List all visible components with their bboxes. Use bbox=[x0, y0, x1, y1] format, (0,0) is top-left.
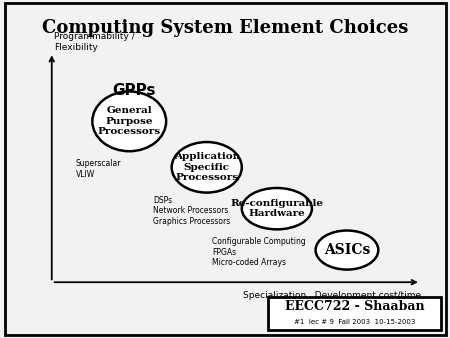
Text: Computing System Element Choices: Computing System Element Choices bbox=[42, 19, 408, 37]
Text: Application
Specific
Processors: Application Specific Processors bbox=[174, 152, 240, 182]
Text: Re-configurable
Hardware: Re-configurable Hardware bbox=[230, 199, 324, 218]
Text: Programmability /
Flexibility: Programmability / Flexibility bbox=[54, 32, 135, 51]
Text: GPPs: GPPs bbox=[112, 83, 156, 98]
Text: Configurable Computing
FPGAs
Micro-coded Arrays: Configurable Computing FPGAs Micro-coded… bbox=[212, 237, 306, 267]
Text: Superscalar
VLIW: Superscalar VLIW bbox=[76, 159, 121, 179]
Text: Specialization , Development cost/time
Performance/Chip Area: Specialization , Development cost/time P… bbox=[243, 291, 421, 310]
Text: DSPs
Network Processors
Graphics Processors: DSPs Network Processors Graphics Process… bbox=[153, 196, 230, 226]
Text: #1  lec # 9  Fall 2003  10-15-2003: #1 lec # 9 Fall 2003 10-15-2003 bbox=[294, 319, 415, 325]
Text: EECC722 - Shaaban: EECC722 - Shaaban bbox=[284, 300, 424, 313]
Text: ASICs: ASICs bbox=[324, 243, 370, 257]
Text: General
Purpose
Processors: General Purpose Processors bbox=[98, 106, 161, 136]
